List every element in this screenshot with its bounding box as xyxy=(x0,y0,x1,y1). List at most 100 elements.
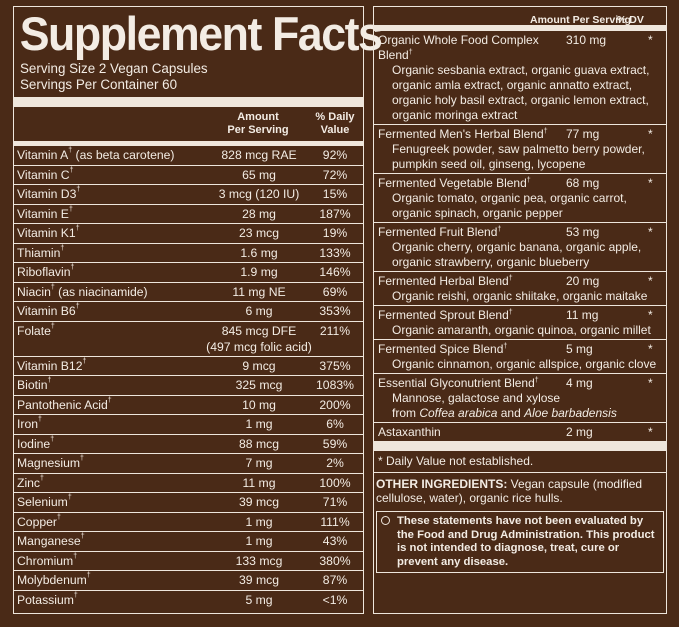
blend-ingredients: Mannose, galactose and xylose xyxy=(392,391,561,405)
blend-dv-star: * xyxy=(648,342,653,356)
nutrient-amount: 88 mcg xyxy=(239,436,279,451)
nutrient-name-text: Vitamin K1 xyxy=(17,226,76,240)
nutrient-row: Thiamin† 1.6 mg 133% xyxy=(14,242,363,263)
nutrient-amount: 39 mcg xyxy=(239,495,279,509)
nutrient-daily-value: 146% xyxy=(319,265,351,279)
nutrient-daily-value: 111% xyxy=(320,514,350,529)
blend-name: Astaxanthin xyxy=(378,425,662,440)
nutrient-amount: 39 mcg xyxy=(239,573,279,587)
blend-ingredients-source: from Coffea arabica and Aloe barbadensis xyxy=(378,406,662,421)
servings-per-container: Servings Per Container 60 xyxy=(20,77,178,92)
dagger-mark: † xyxy=(508,275,513,282)
nutrient-name: Iron† xyxy=(17,415,42,433)
other-ingredients-text: Vegan capsule (modified cellulose, water… xyxy=(376,477,643,505)
nutrient-amount: 325 mcg xyxy=(235,378,283,392)
dagger-mark: † xyxy=(50,435,55,443)
blend-row: Fermented Fruit Blend† 53 mg * Organic cher… xyxy=(374,222,666,271)
blend-ingredients: Organic reishi, organic shiitake, organi… xyxy=(392,289,648,303)
blend-name: Fermented Vegetable Blend† xyxy=(378,176,662,191)
nutrient-daily-value: 15% xyxy=(322,187,348,201)
dagger-mark: † xyxy=(508,309,513,316)
nutrient-amount: 7 mg xyxy=(245,456,273,470)
nutrient-name-text: Biotin xyxy=(17,378,48,392)
nutrient-name-text: Pantothenic Acid xyxy=(17,397,108,412)
dagger-mark: † xyxy=(73,552,78,560)
nutrient-name-text: Zinc xyxy=(17,475,41,490)
nutrient-row: Vitamin A† (as beta carotene) 828 mcg RAE… xyxy=(14,142,363,165)
nutrient-name: Vitamin B12† xyxy=(17,357,86,375)
dagger-mark: † xyxy=(40,474,44,482)
nutrient-daily-value: 19% xyxy=(322,226,348,240)
nutrient-amount: 133 mcg xyxy=(235,553,283,568)
blend-ingredients: Organic cinnamon, organic allspice, orga… xyxy=(392,357,657,371)
blend-name-text: Essential Glyconutrient Blend xyxy=(378,376,535,390)
nutrient-note: (as niacinamide) xyxy=(54,284,148,299)
blend-row: Fermented Herbal Blend† 20 mg * Organic rei… xyxy=(374,271,666,305)
serving-size: Serving Size 2 Vegan Capsules xyxy=(20,61,208,76)
blend-name: Fermented Sprout Blend† xyxy=(378,308,662,323)
nutrient-amount: 1.6 mg xyxy=(240,245,278,260)
nutrient-amount: 1 mg xyxy=(245,514,273,529)
dagger-mark: † xyxy=(80,455,84,462)
dagger-mark: † xyxy=(73,591,78,599)
dagger-mark: † xyxy=(60,244,65,252)
supplement-facts-panel: Supplement Facts Serving Size 2 Vegan Ca… xyxy=(13,6,383,614)
nutrient-name-text: Iron xyxy=(17,417,39,431)
nutrient-daily-value: 69% xyxy=(322,284,348,299)
dagger-mark: † xyxy=(526,177,531,184)
disclaimer-text: These statements have not been evaluated… xyxy=(397,515,655,568)
nutrient-daily-value: 187% xyxy=(319,206,351,221)
nutrient-row: Selenium† 39 mcg 71% xyxy=(14,492,363,512)
blend-amount: 77 mg xyxy=(566,127,600,141)
nutrient-amount: 10 mg xyxy=(242,397,276,412)
dagger-mark: † xyxy=(68,205,73,213)
blends-panel: Amount Per Serving % DV Organic Whole Fo… xyxy=(373,6,667,614)
nutrient-name-text: Vitamin A xyxy=(17,148,69,162)
blend-amount: 5 mg xyxy=(566,342,593,356)
nutrient-daily-value: <1% xyxy=(322,592,348,607)
nutrient-daily-value: 200% xyxy=(319,397,351,412)
nutrient-name-text: Niacin xyxy=(17,284,51,299)
blend-name-text: Fermented Sprout Blend xyxy=(378,308,509,322)
dagger-mark: † xyxy=(80,533,85,540)
blend-amount: 20 mg xyxy=(566,274,600,288)
blend-dv-star: * xyxy=(648,425,653,439)
nutrient-row: Iodine† 88 mcg 59% xyxy=(14,433,363,454)
nutrient-name-text: Vitamin D3 xyxy=(17,187,77,201)
dagger-mark: † xyxy=(76,186,81,193)
nutrient-row: Manganese† 1 mg 43% xyxy=(14,531,363,551)
dagger-mark: † xyxy=(38,416,42,423)
dv-header: % DV xyxy=(617,14,644,26)
divider-bar xyxy=(374,441,666,451)
nutrient-daily-value: 1083% xyxy=(316,378,354,392)
nutrient-name: Manganese† xyxy=(17,532,85,550)
dagger-mark: † xyxy=(497,226,502,233)
amount-header: Amount Per Serving xyxy=(530,14,631,26)
nutrient-name-text: Chromium xyxy=(17,553,74,568)
other-ingredients-label: OTHER INGREDIENTS: xyxy=(376,477,508,491)
nutrient-name: Folate† xyxy=(17,322,55,340)
nutrient-row: Biotin† 325 mcg 1083% xyxy=(14,375,363,395)
nutrient-amount: 3 mcg (120 IU) xyxy=(218,187,300,201)
nutrient-row: Magnesium† 7 mg 2% xyxy=(14,453,363,473)
nutrient-amount: 65 mg xyxy=(242,167,276,182)
dagger-mark: † xyxy=(67,494,72,501)
amount-header: Amount Per Serving xyxy=(227,111,289,136)
blend-column-headers: Amount Per Serving % DV xyxy=(374,7,666,31)
nutrient-daily-value: 59% xyxy=(322,436,348,451)
blend-dv-star: * xyxy=(648,33,653,47)
nutrient-row: Copper† 1 mg 111% xyxy=(14,511,363,532)
nutrient-name: Potassium† xyxy=(17,591,78,609)
nutrient-daily-value: 375% xyxy=(319,358,351,373)
blend-amount: 310 mg xyxy=(566,33,607,47)
blend-row: Fermented Sprout Blend† 11 mg * Organic ama… xyxy=(374,305,666,339)
blend-name-text: Fermented Spice Blend xyxy=(378,342,504,356)
nutrient-row: Vitamin D3† 3 mcg (120 IU) 15% xyxy=(14,184,363,204)
nutrient-name: Iodine† xyxy=(17,435,54,453)
dagger-mark: † xyxy=(86,572,91,579)
nutrient-name-text: Manganese xyxy=(17,534,81,548)
column-headers: Amount Per Serving % Daily Value xyxy=(14,107,363,142)
blend-row: Astaxanthin 2 mg * xyxy=(374,422,666,441)
blend-row: Fermented Spice Blend† 5 mg * Organic cinna… xyxy=(374,339,666,373)
nutrient-daily-value: 72% xyxy=(322,167,348,182)
